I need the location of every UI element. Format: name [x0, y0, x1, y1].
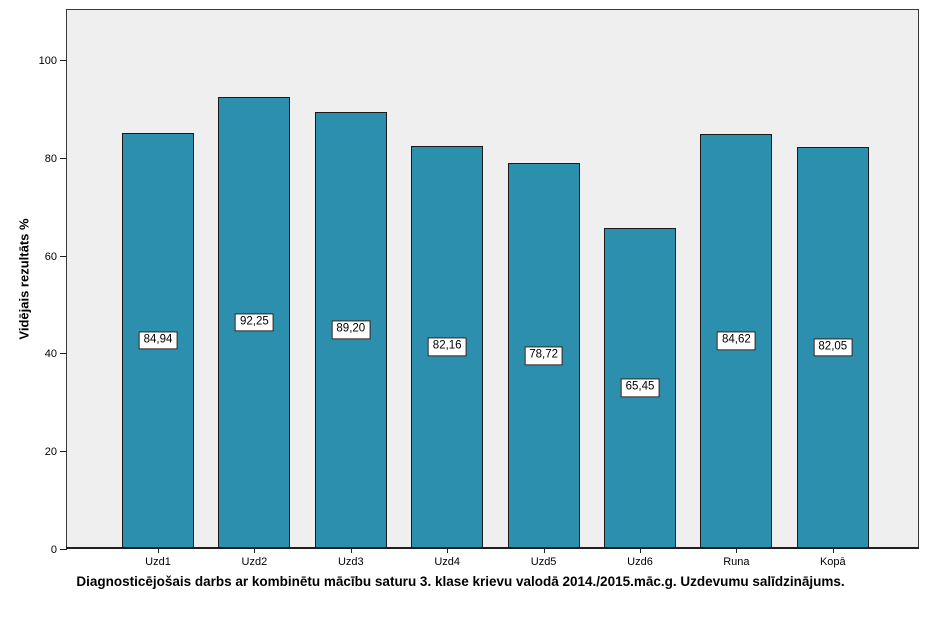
- x-category-label: Uzd6: [627, 556, 653, 568]
- x-tick-mark: [350, 548, 352, 553]
- y-tick-mark: [60, 549, 67, 550]
- bar-value-label: 92,25: [235, 313, 274, 332]
- x-category-label: Uzd3: [337, 556, 364, 568]
- y-tick-label: 60: [44, 250, 57, 263]
- plot-area: 0 20 40 60 80 100 84,94 92,25 89,20 82,16 78,72 65…: [39, 9, 919, 568]
- y-tick-mark: [60, 157, 67, 159]
- x-category-label: Uzd2: [241, 556, 268, 568]
- y-tick-label: 0: [50, 544, 57, 556]
- x-tick-mark: [640, 548, 641, 553]
- x-category-label: Uzd1: [145, 556, 171, 568]
- y-tick-mark: [60, 353, 67, 355]
- bar-value-label: 65,45: [620, 378, 660, 398]
- bar-value-label: 84,62: [717, 331, 756, 351]
- y-axis-title: Vidējais rezultāts %: [16, 218, 32, 340]
- bar-value-label: 84,94: [138, 330, 178, 350]
- x-category-label: Kopā: [819, 556, 846, 568]
- x-tick-mark: [447, 548, 449, 553]
- y-tick-label: 80: [44, 152, 57, 165]
- x-tick-mark: [736, 548, 738, 553]
- y-tick-mark: [60, 60, 67, 61]
- chart-title: Diagnosticējošais darbs ar kombinētu māc…: [76, 574, 845, 589]
- y-tick-mark: [60, 255, 67, 257]
- y-tick-mark: [60, 451, 67, 453]
- y-tick-label: 100: [38, 55, 57, 67]
- x-category-label: Uzd4: [434, 556, 461, 568]
- x-tick-mark: [543, 548, 545, 553]
- x-axis-line: [66, 547, 919, 549]
- bar-value-label: 89,20: [331, 320, 371, 340]
- bar-value-label: 82,05: [813, 337, 853, 357]
- x-tick-mark: [254, 548, 256, 553]
- y-tick-label: 20: [44, 446, 57, 459]
- x-category-label: Uzd5: [530, 556, 557, 568]
- x-category-label: Runa: [723, 556, 750, 568]
- y-tick-label: 40: [44, 348, 57, 361]
- bar-value-label: 78,72: [524, 346, 563, 365]
- bar-value-label: 82,16: [427, 337, 467, 357]
- x-tick-mark: [832, 548, 834, 553]
- x-tick-mark: [158, 548, 159, 553]
